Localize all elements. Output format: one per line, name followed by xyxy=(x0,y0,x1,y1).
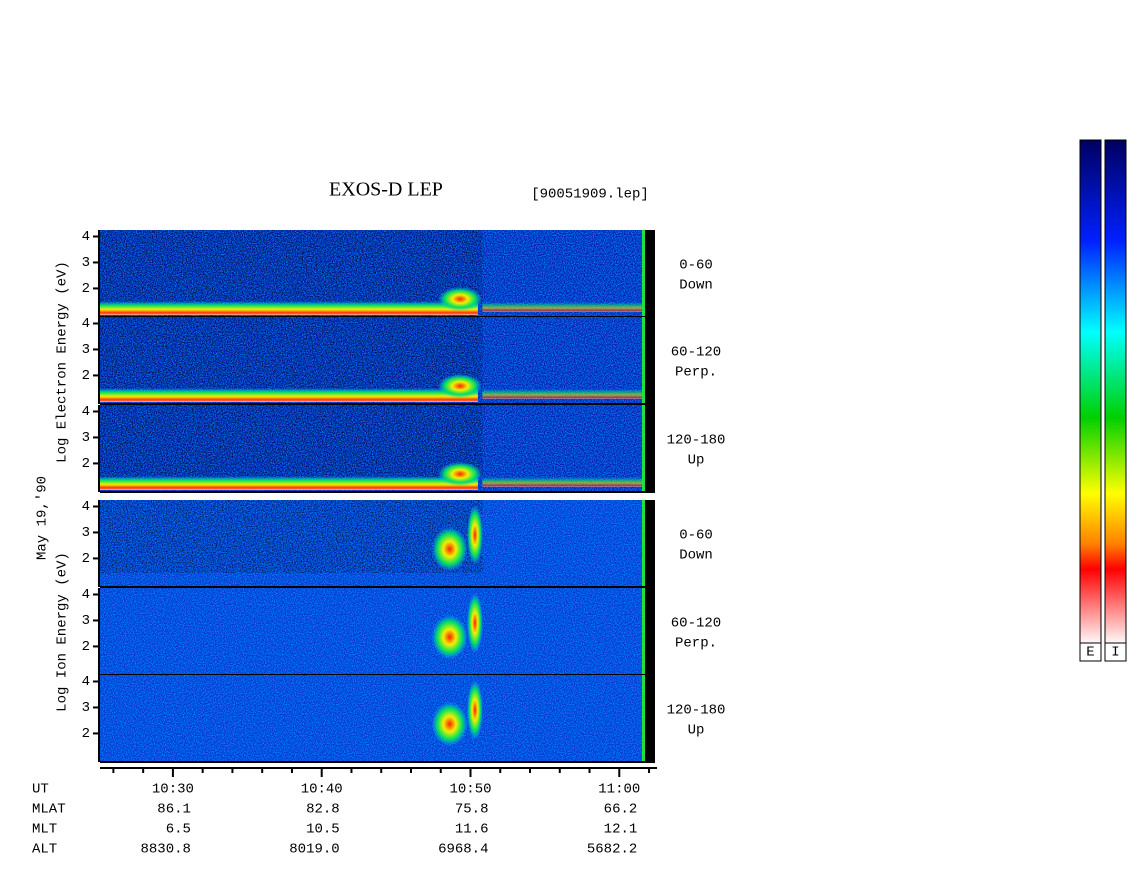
orbit-value: 10.5 xyxy=(306,822,340,838)
x-tick-label: 10:30 xyxy=(152,782,194,798)
y-tick-label: 2 xyxy=(82,639,90,655)
panel-edge xyxy=(642,230,645,317)
spectrogram-feature xyxy=(438,287,483,311)
panel-direction: Down xyxy=(679,548,713,564)
spectrogram-noise xyxy=(100,317,483,390)
spectrogram-feature xyxy=(431,702,468,746)
y-axis-title: Log Electron Energy (eV) xyxy=(55,261,71,463)
panel-edge xyxy=(642,317,645,404)
orbit-value: 75.8 xyxy=(455,802,489,818)
orbit-value: 86.1 xyxy=(157,802,191,818)
panel-edge xyxy=(642,500,645,587)
orbit-row-name: UT xyxy=(32,782,49,798)
panel-direction: Perp. xyxy=(675,365,717,381)
orbit-value: 66.2 xyxy=(604,802,638,818)
orbit-value: 11.6 xyxy=(455,822,489,838)
y-tick-label: 4 xyxy=(82,587,90,603)
spectrogram-noise xyxy=(100,675,645,762)
spectrogram-band xyxy=(482,389,645,399)
panel-edge xyxy=(645,588,655,675)
panel-edge xyxy=(645,230,655,317)
chart-title: EXOS-D LEP xyxy=(329,179,443,201)
orbit-row-name: ALT xyxy=(32,842,57,858)
colorbar-label: E xyxy=(1086,645,1094,661)
y-tick-label: 3 xyxy=(82,342,90,358)
file-name: [90051909.lep] xyxy=(531,187,649,203)
panel-edge xyxy=(642,405,645,492)
y-tick-label: 3 xyxy=(82,255,90,271)
spectrogram-band xyxy=(482,477,645,487)
orbit-row-name: MLAT xyxy=(32,802,66,818)
spectrogram-feature xyxy=(466,680,483,740)
spectrogram-feature xyxy=(431,615,468,659)
orbit-value: 6.5 xyxy=(166,822,191,838)
panel-direction: Down xyxy=(679,278,713,294)
colorbar-label: I xyxy=(1111,645,1119,661)
x-tick-label: 11:00 xyxy=(598,782,640,798)
spectrogram-band xyxy=(100,388,478,402)
colorbar-label-box xyxy=(1104,642,1127,662)
spectrogram-noise xyxy=(100,230,483,303)
panel-angle: 0-60 xyxy=(679,258,713,274)
panel-direction: Up xyxy=(688,453,705,469)
orbit-value: 12.1 xyxy=(604,822,638,838)
y-tick-label: 2 xyxy=(82,368,90,384)
y-tick-label: 2 xyxy=(82,551,90,567)
y-tick-label: 3 xyxy=(82,430,90,446)
panel-angle: 120-180 xyxy=(667,703,726,719)
y-tick-label: 4 xyxy=(82,674,90,690)
spectrogram-band xyxy=(100,476,478,490)
y-tick-label: 4 xyxy=(82,229,90,245)
x-tick-label: 10:40 xyxy=(301,782,343,798)
spectrogram-feature xyxy=(431,527,468,571)
orbit-value: 82.8 xyxy=(306,802,340,818)
panel-edge xyxy=(645,405,655,492)
spectrogram-band xyxy=(482,302,645,312)
panel-angle: 60-120 xyxy=(671,345,721,361)
y-tick-label: 4 xyxy=(82,404,90,420)
colorbar xyxy=(1079,139,1102,646)
spectrogram-band xyxy=(100,301,478,315)
panel-direction: Up xyxy=(688,723,705,739)
panel-direction: Perp. xyxy=(675,636,717,652)
panel-edge xyxy=(645,675,655,762)
panel-edge xyxy=(645,317,655,404)
orbit-value: 6968.4 xyxy=(438,842,488,858)
panel-angle: 0-60 xyxy=(679,528,713,544)
spectrogram-feature xyxy=(466,505,483,565)
y-tick-label: 4 xyxy=(82,499,90,515)
spectrogram-feature xyxy=(438,374,483,398)
spectrogram-feature xyxy=(438,462,483,486)
y-tick-label: 2 xyxy=(82,726,90,742)
y-tick-label: 3 xyxy=(82,525,90,541)
spectrogram-noise xyxy=(100,588,645,675)
panel-edge xyxy=(642,675,645,762)
orbit-value: 5682.2 xyxy=(587,842,637,858)
y-tick-label: 4 xyxy=(82,316,90,332)
spectrogram-noise xyxy=(100,500,483,573)
colorbar xyxy=(1104,139,1127,646)
x-tick-label: 10:50 xyxy=(449,782,491,798)
panel-edge xyxy=(642,588,645,675)
spectrogram-noise xyxy=(100,405,483,478)
y-tick-label: 2 xyxy=(82,281,90,297)
y-tick-label: 3 xyxy=(82,700,90,716)
colorbar-label-box xyxy=(1079,642,1102,662)
date-label: May 19,'90 xyxy=(35,476,51,560)
panel-angle: 120-180 xyxy=(667,433,726,449)
orbit-value: 8830.8 xyxy=(140,842,190,858)
y-tick-label: 2 xyxy=(82,456,90,472)
y-tick-label: 3 xyxy=(82,613,90,629)
orbit-value: 8019.0 xyxy=(289,842,339,858)
y-axis-title: Log Ion Energy (eV) xyxy=(55,552,71,712)
orbit-row-name: MLT xyxy=(32,822,57,838)
spectrogram-feature xyxy=(466,593,483,653)
panel-edge xyxy=(645,500,655,587)
panel-angle: 60-120 xyxy=(671,616,721,632)
